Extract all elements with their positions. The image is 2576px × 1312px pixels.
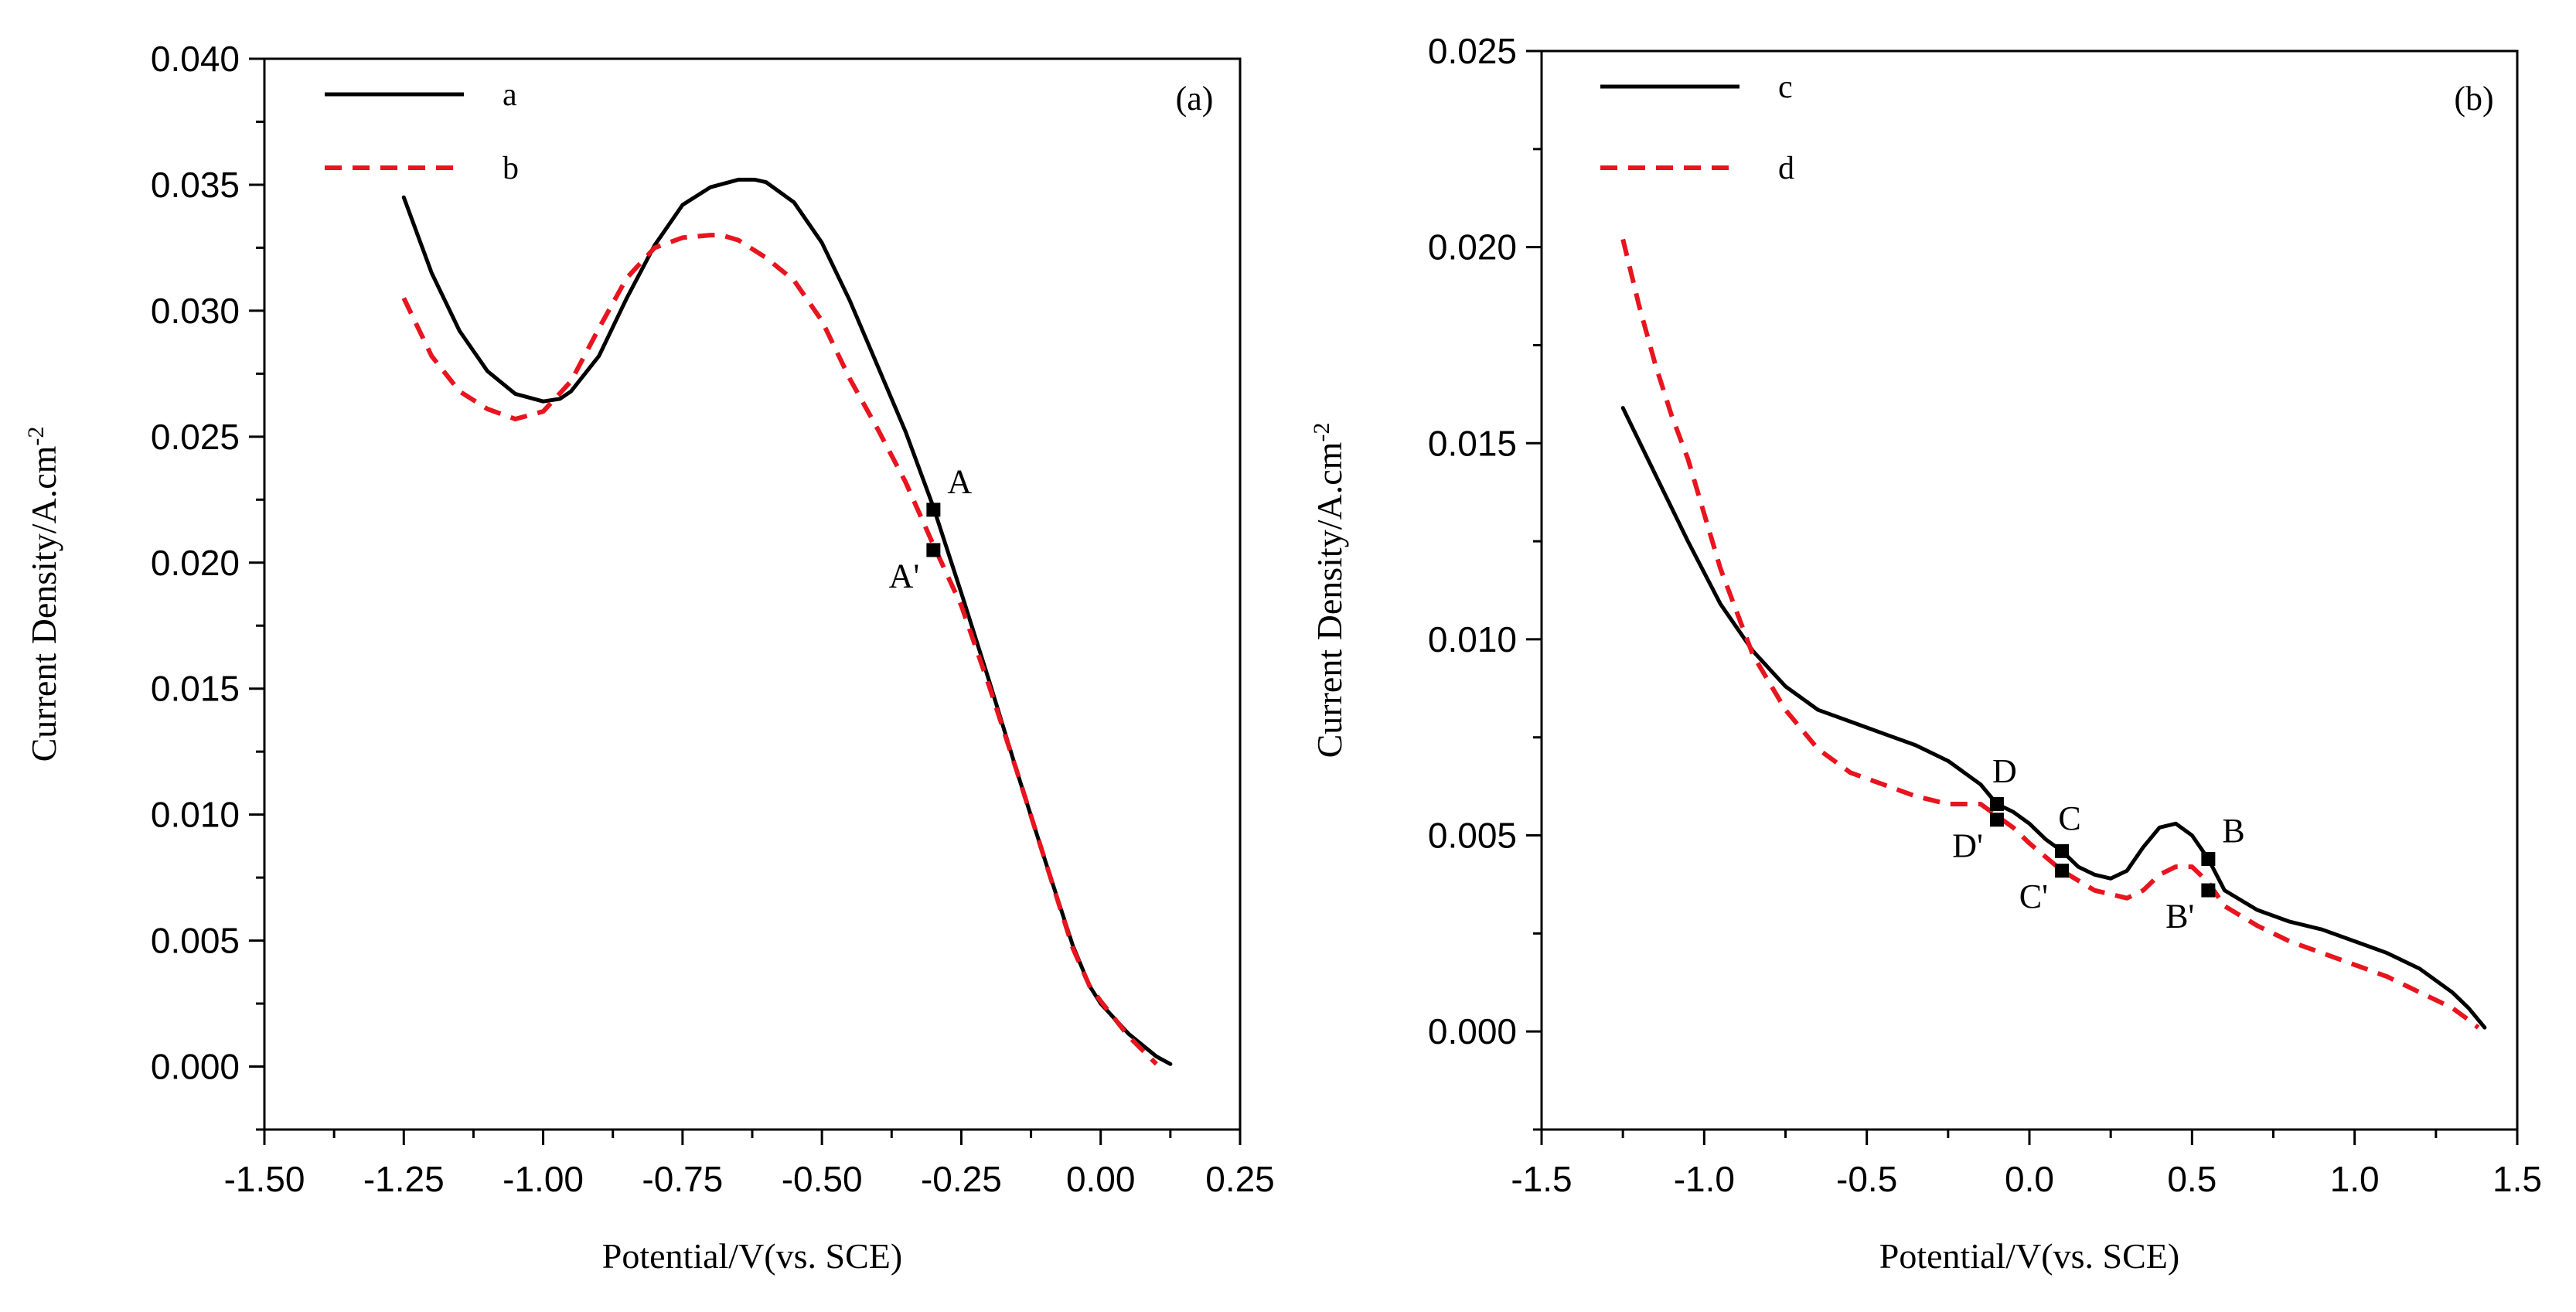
x-tick-label: -1.0 [1674,1159,1735,1199]
marker-point [2055,864,2070,878]
x-tick-label: -0.50 [782,1159,863,1199]
x-tick-label: 1.0 [2330,1159,2380,1199]
panel-label: (b) [2454,80,2493,118]
marker-label: D [1992,752,2017,790]
chart-panel-b: -1.5 -1.0 -0.5 0.0 0.5 1.0 1.5 0.000 0.005 0.010 0… [1309,31,2542,1276]
x-tick-label: -1.50 [224,1159,305,1199]
y-axis-title-text: Current Density/A.cm [24,445,63,762]
chart-panel-a: -1.50 -1.25 -1.00 -0.75 -0.50 -0.25 0.00 0.25 0.… [23,39,1275,1276]
marker-label: B [2222,812,2244,850]
y-tick-label: 0.020 [151,543,240,583]
marker-point [1989,813,2004,827]
y-tick-label: 0.015 [1428,423,1517,463]
y-axis-title: Current Density/A.cm-2 [23,427,64,762]
x-axis-title: Potential/V(vs. SCE) [602,1236,902,1276]
y-axis-title-superscript: -2 [1309,423,1334,442]
y-tick-label: 0.035 [151,165,240,205]
legend-label-c: c [1778,70,1793,105]
x-axis-title: Potential/V(vs. SCE) [1879,1236,2179,1276]
y-tick-label: 0.030 [151,291,240,331]
y-tick-label: 0.000 [151,1047,240,1087]
x-tick-label: 0.5 [2167,1159,2217,1199]
y-tick-label: 0.025 [151,417,240,457]
marker-point [2055,843,2070,858]
series-line-b [401,233,1158,1066]
marker-point [926,543,941,557]
y-tick-label: 0.010 [151,795,240,835]
y-tick-label: 0.005 [151,921,240,961]
marker-point [2201,851,2216,866]
legend-label-d: d [1778,151,1794,186]
y-tick-label: 0.010 [1428,619,1517,659]
x-tick-label: -1.5 [1511,1159,1572,1199]
x-tick-label: -0.25 [921,1159,1002,1199]
y-axis-title-superscript: -2 [23,427,49,446]
y-tick-label: 0.005 [1428,816,1517,856]
x-tick-label: 0.25 [1205,1159,1275,1199]
series-line-d [1620,238,2480,1030]
y-tick-label: 0.020 [1428,227,1517,268]
marker-label: B' [2165,898,2194,935]
y-tick-label: 0.015 [151,669,240,709]
x-tick-label: -0.75 [642,1159,723,1199]
x-tick-label: 1.5 [2493,1159,2542,1199]
series-line-c [1620,406,2487,1030]
y-tick-label: 0.000 [1428,1011,1517,1051]
marker-label: C' [2019,878,2048,915]
y-axis-title-text: Current Density/A.cm [1310,441,1349,758]
marker-point [1989,796,2004,811]
marker-label: A [947,462,972,500]
x-tick-label: 0.0 [2005,1159,2054,1199]
marker-point [2201,883,2216,898]
legend-label-b: b [503,151,519,186]
x-tick-label: -1.25 [363,1159,445,1199]
y-tick-label: 0.040 [151,39,240,79]
legend-label-a: a [503,77,517,113]
marker-point [926,503,941,517]
x-tick-label: 0.00 [1066,1159,1136,1199]
marker-label: D' [1952,826,1983,864]
x-tick-label: -0.5 [1836,1159,1897,1199]
y-tick-label: 0.025 [1428,31,1517,71]
y-axis-title: Current Density/A.cm-2 [1309,423,1350,758]
marker-label: A' [889,557,920,595]
marker-label: C [2058,799,2080,837]
x-tick-label: -1.00 [503,1159,584,1199]
panel-label: (a) [1176,80,1214,118]
